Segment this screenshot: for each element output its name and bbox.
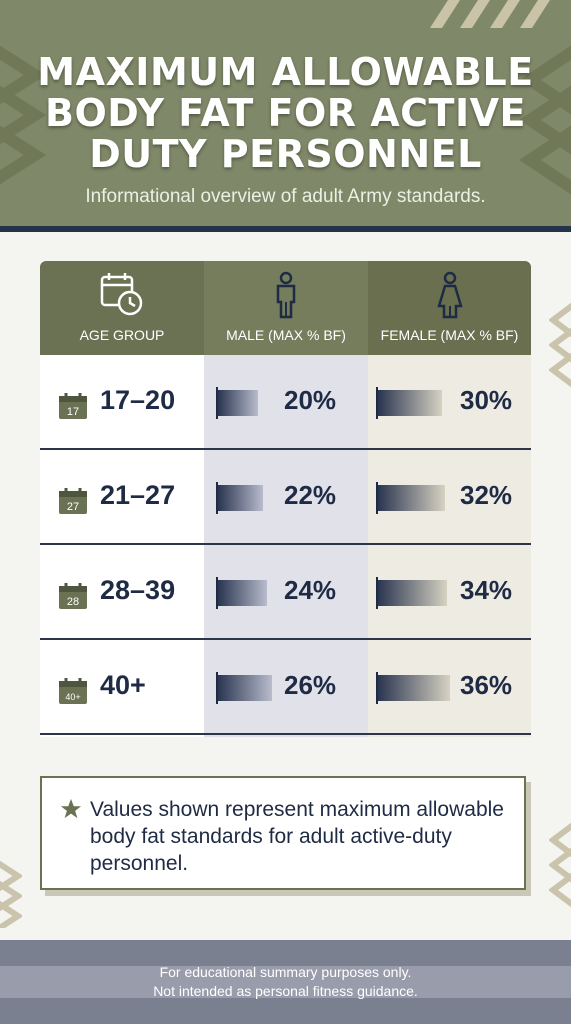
male-bar: [216, 577, 268, 609]
female-figure-icon: [435, 271, 465, 324]
note-box: Values shown represent maximum allowable…: [40, 776, 526, 890]
table-row: 27 21–27 22% 32%: [40, 450, 531, 545]
male-bar: [216, 387, 258, 419]
calendar-label: 27: [67, 501, 79, 513]
chevron-decoration-bottom-left: [0, 858, 24, 933]
row-divider: [40, 638, 531, 640]
male-value: 20%: [284, 385, 337, 415]
table-row: 28 28–39 24% 34%: [40, 545, 531, 640]
table-header: AGE GROUP MALE (MAX % BF) FEMALE (MAX: [40, 261, 531, 355]
footer-line-2: Not intended as personal fitness guidanc…: [153, 983, 418, 999]
footer-text: For educational summary purposes only. N…: [0, 963, 571, 1001]
header-female-label: FEMALE (MAX % BF): [380, 327, 519, 343]
footer-line-1: For educational summary purposes only.: [159, 964, 412, 980]
calendar-icon: 27: [58, 487, 88, 520]
star-icon: [60, 798, 82, 825]
page-subtitle: Informational overview of adult Army sta…: [85, 186, 486, 207]
female-value: 32%: [460, 480, 513, 510]
table-row: 40+ 40+ 26% 36%: [40, 640, 531, 735]
female-value: 36%: [460, 670, 513, 700]
male-value: 24%: [284, 575, 337, 605]
female-bar: [376, 577, 448, 609]
female-value: 34%: [460, 575, 513, 605]
male-value: 26%: [284, 670, 337, 700]
header-divider: [0, 226, 571, 232]
title-line-3: DUTY PERSONNEL: [89, 132, 482, 176]
title-line-1: MAXIMUM ALLOWABLE: [37, 50, 534, 94]
title-line-2: BODY FAT FOR ACTIVE: [45, 91, 526, 135]
header-banner: MAXIMUM ALLOWABLE BODY FAT FOR ACTIVE DU…: [0, 0, 571, 226]
male-column-background: [204, 355, 368, 737]
female-bar: [376, 672, 450, 704]
male-value: 22%: [284, 480, 337, 510]
row-divider: [40, 733, 531, 735]
male-bar: [216, 672, 272, 704]
header-female: FEMALE (MAX % BF): [368, 261, 531, 355]
age-group: 17–20: [100, 385, 176, 415]
stripe-decoration: [420, 0, 571, 28]
male-bar: [216, 482, 263, 514]
header-age-label: AGE GROUP: [79, 327, 165, 343]
calendar-label: 40+: [65, 692, 80, 702]
age-group: 40+: [100, 670, 146, 700]
body-fat-table: AGE GROUP MALE (MAX % BF) FEMALE (MAX: [40, 261, 531, 737]
female-value: 30%: [460, 385, 513, 415]
chevron-decoration-right: [520, 20, 571, 220]
age-group: 28–39: [100, 575, 176, 605]
note-text: Values shown represent maximum allowable…: [90, 798, 504, 875]
header-male: MALE (MAX % BF): [204, 261, 368, 355]
chevron-decoration-bottom-right: [548, 820, 571, 915]
header-male-label: MALE (MAX % BF): [226, 327, 346, 343]
chevron-decoration-mid-right: [548, 300, 571, 405]
calendar-icon: 17: [58, 392, 88, 425]
calendar-icon: 28: [58, 582, 88, 615]
table-row: 17 17–20 20% 30%: [40, 355, 531, 450]
header-age-group: AGE GROUP: [40, 261, 204, 355]
page-title: MAXIMUM ALLOWABLE BODY FAT FOR ACTIVE DU…: [0, 52, 571, 175]
calendar-label: 17: [67, 406, 79, 418]
calendar-clock-icon: [99, 271, 145, 322]
chevron-decoration-left: [0, 20, 60, 210]
female-bar: [376, 482, 445, 514]
female-column-background: [368, 355, 531, 737]
footer-band: [0, 966, 571, 998]
row-divider: [40, 543, 531, 545]
row-divider: [40, 448, 531, 450]
male-figure-icon: [271, 271, 301, 324]
female-bar: [376, 387, 442, 419]
age-group: 21–27: [100, 480, 176, 510]
calendar-label: 28: [67, 596, 79, 608]
calendar-icon: 40+: [58, 677, 88, 710]
